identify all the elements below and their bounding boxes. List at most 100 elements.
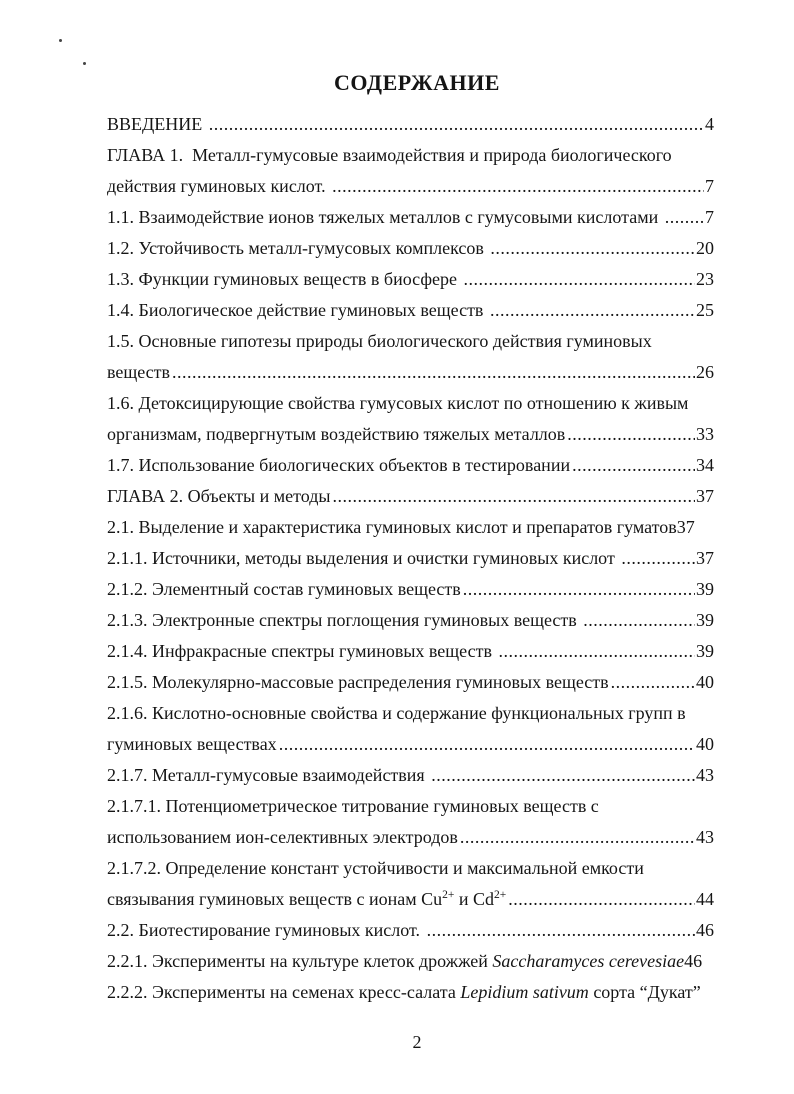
toc-page-number: 44 — [696, 889, 714, 909]
toc-line: организмам, подвергнутым воздействию тяж… — [107, 419, 714, 450]
toc-entry-text: 2.1.1. Источники, методы выделения и очи… — [107, 548, 620, 568]
toc-entry-text: 2.2.1. Эксперименты на культуре клеток д… — [107, 951, 685, 971]
page-title: СОДЕРЖАНИЕ — [334, 70, 500, 95]
dot-leader — [464, 264, 695, 295]
toc-page-number: 4 — [705, 114, 714, 134]
toc-page-number: 43 — [696, 827, 714, 847]
toc-entry-text: 2.1.5. Молекулярно-массовые распределени… — [107, 672, 609, 692]
toc-page-number: 46 — [696, 920, 714, 940]
toc-line: 2.1.6. Кислотно-основные свойства и соде… — [107, 698, 714, 729]
toc-page-number: 23 — [696, 269, 714, 289]
dot-leader — [572, 450, 695, 481]
toc-line: связывания гуминовых веществ с ионам Cu2… — [107, 884, 714, 915]
toc-entry-text: 2.2.2. Эксперименты на семенах кресс-сал… — [107, 982, 701, 1002]
toc-page-number: 7 — [705, 176, 714, 196]
toc-line: 2.1.4. Инфракрасные спектры гуминовых ве… — [107, 636, 714, 667]
toc-line: 2.1.7.2. Определение констант устойчивос… — [107, 853, 714, 884]
toc-entry-text: 2.1. Выделение и характеристика гуминовы… — [107, 517, 677, 537]
toc-entry-text: 2.1.7. Металл-гумусовые взаимодействия — [107, 765, 430, 785]
dot-leader — [498, 636, 695, 667]
toc-page-number: 7 — [705, 207, 714, 227]
scan-artifact-dot — [83, 62, 86, 65]
toc-entry-text: веществ — [107, 362, 171, 382]
dot-leader — [332, 171, 704, 202]
toc-page-number: 33 — [696, 424, 714, 444]
dot-leader — [508, 884, 695, 915]
toc-entry-text: ВВЕДЕНИЕ — [107, 114, 207, 134]
toc-line: ВВЕДЕНИЕ 4 — [107, 109, 714, 140]
toc-page-number: 20 — [696, 238, 714, 258]
toc-entry-text: действия гуминовых кислот. — [107, 176, 331, 196]
dot-leader — [431, 760, 695, 791]
scan-artifact-dot — [59, 39, 62, 42]
toc-line: 2.2. Биотестирование гуминовых кислот. 4… — [107, 915, 714, 946]
dot-leader — [583, 605, 695, 636]
dot-leader — [611, 667, 695, 698]
toc-entry-text: гуминовых веществах — [107, 734, 277, 754]
table-of-contents: ВВЕДЕНИЕ 4 ГЛАВА 1. Металл-гумусовые взаи… — [107, 109, 714, 1008]
toc-line: ГЛАВА 2. Объекты и методы 37 — [107, 481, 714, 512]
toc-line: использованием ион-селективных электродо… — [107, 822, 714, 853]
toc-page-number: 40 — [696, 734, 714, 754]
toc-entry-text: 1.5. Основные гипотезы природы биологиче… — [107, 331, 652, 351]
toc-entry-text: связывания гуминовых веществ с ионам Cu2… — [107, 889, 507, 909]
toc-line: 2.1. Выделение и характеристика гуминовы… — [107, 512, 714, 543]
toc-page-number: 39 — [696, 610, 714, 630]
toc-line: 2.1.5. Молекулярно-массовые распределени… — [107, 667, 714, 698]
toc-line: гуминовых веществах 40 — [107, 729, 714, 760]
toc-entry-text: 1.7. Использование биологических объекто… — [107, 455, 571, 475]
toc-entry-text: использованием ион-селективных электродо… — [107, 827, 458, 847]
dot-leader — [279, 729, 695, 760]
dot-leader — [665, 202, 704, 233]
toc-line: 2.2.1. Эксперименты на культуре клеток д… — [107, 946, 714, 977]
toc-entry-text: 1.6. Детоксицирующие свойства гумусовых … — [107, 393, 689, 413]
toc-page-number: 39 — [696, 641, 714, 661]
dot-leader — [209, 109, 704, 140]
toc-entry-text: 2.1.3. Электронные спектры поглощения гу… — [107, 610, 582, 630]
toc-page-number: 40 — [696, 672, 714, 692]
toc-page-number: 43 — [696, 765, 714, 785]
toc-line: веществ 26 — [107, 357, 714, 388]
toc-line: ГЛАВА 1. Металл-гумусовые взаимодействия… — [107, 140, 714, 171]
toc-entry-text: 2.2. Биотестирование гуминовых кислот. — [107, 920, 425, 940]
page-number: 2 — [412, 1032, 422, 1052]
toc-page-number: 39 — [696, 579, 714, 599]
toc-line: 1.7. Использование биологических объекто… — [107, 450, 714, 481]
toc-line: 2.1.3. Электронные спектры поглощения гу… — [107, 605, 714, 636]
dot-leader — [460, 822, 695, 853]
toc-entry-text: 1.3. Функции гуминовых веществ в биосфер… — [107, 269, 462, 289]
toc-line: 2.1.7.1. Потенциометрическое титрование … — [107, 791, 714, 822]
toc-entry-text: 2.1.7.2. Определение констант устойчивос… — [107, 858, 644, 878]
toc-line: 1.3. Функции гуминовых веществ в биосфер… — [107, 264, 714, 295]
toc-line: 2.1.7. Металл-гумусовые взаимодействия 4… — [107, 760, 714, 791]
toc-line: 1.2. Устойчивость металл-гумусовых компл… — [107, 233, 714, 264]
toc-line: 1.5. Основные гипотезы природы биологиче… — [107, 326, 714, 357]
toc-line: 2.2.2. Эксперименты на семенах кресс-сал… — [107, 977, 714, 1008]
dot-leader — [490, 295, 695, 326]
toc-line: 1.1. Взаимодействие ионов тяжелых металл… — [107, 202, 714, 233]
toc-line: 2.1.2. Элементный состав гуминовых вещес… — [107, 574, 714, 605]
dot-leader — [621, 543, 695, 574]
toc-line: 2.1.1. Источники, методы выделения и очи… — [107, 543, 714, 574]
toc-entry-text: ГЛАВА 2. Объекты и методы — [107, 486, 331, 506]
toc-entry-text: ГЛАВА 1. Металл-гумусовые взаимодействия… — [107, 145, 672, 165]
dot-leader — [463, 574, 695, 605]
toc-entry-text: 2.1.7.1. Потенциометрическое титрование … — [107, 796, 599, 816]
dot-leader — [427, 915, 695, 946]
toc-entry-text: 1.2. Устойчивость металл-гумусовых компл… — [107, 238, 489, 258]
toc-entry-text: организмам, подвергнутым воздействию тяж… — [107, 424, 566, 444]
toc-page-number: 34 — [696, 455, 714, 475]
toc-page-number: 25 — [696, 300, 714, 320]
toc-entry-text: 2.1.6. Кислотно-основные свойства и соде… — [107, 703, 686, 723]
toc-page-number: 37 — [696, 486, 714, 506]
toc-line: 1.4. Биологическое действие гуминовых ве… — [107, 295, 714, 326]
toc-page-number: 46 — [684, 951, 703, 971]
dot-leader — [567, 419, 695, 450]
toc-page-number: 37 — [676, 517, 695, 537]
toc-entry-text: 1.4. Биологическое действие гуминовых ве… — [107, 300, 488, 320]
toc-line: действия гуминовых кислот. 7 — [107, 171, 714, 202]
dot-leader — [172, 357, 695, 388]
dot-leader — [490, 233, 695, 264]
toc-page-number: 37 — [696, 548, 714, 568]
